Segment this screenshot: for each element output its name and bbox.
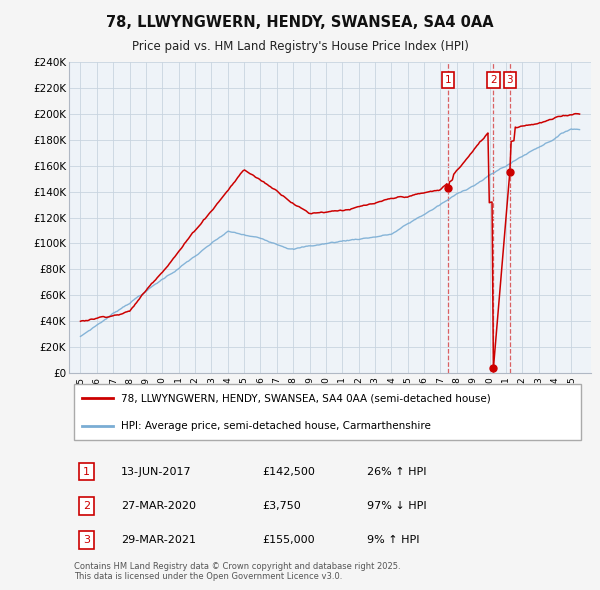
Text: 27-MAR-2020: 27-MAR-2020 [121,501,196,511]
Text: 97% ↓ HPI: 97% ↓ HPI [367,501,426,511]
Text: 29-MAR-2021: 29-MAR-2021 [121,535,196,545]
Text: Contains HM Land Registry data © Crown copyright and database right 2025.: Contains HM Land Registry data © Crown c… [74,562,401,571]
Text: This data is licensed under the Open Government Licence v3.0.: This data is licensed under the Open Gov… [74,572,343,581]
Text: 26% ↑ HPI: 26% ↑ HPI [367,467,426,477]
Text: 1: 1 [445,75,451,85]
Text: 1: 1 [83,467,90,477]
Text: Price paid vs. HM Land Registry's House Price Index (HPI): Price paid vs. HM Land Registry's House … [131,40,469,53]
Text: 2: 2 [490,75,497,85]
Text: 9% ↑ HPI: 9% ↑ HPI [367,535,419,545]
Text: 3: 3 [83,535,90,545]
Text: 13-JUN-2017: 13-JUN-2017 [121,467,192,477]
Text: 3: 3 [506,75,513,85]
FancyBboxPatch shape [74,384,581,441]
Text: 78, LLWYNGWERN, HENDY, SWANSEA, SA4 0AA (semi-detached house): 78, LLWYNGWERN, HENDY, SWANSEA, SA4 0AA … [121,393,491,403]
Text: £155,000: £155,000 [262,535,315,545]
Text: 78, LLWYNGWERN, HENDY, SWANSEA, SA4 0AA: 78, LLWYNGWERN, HENDY, SWANSEA, SA4 0AA [106,15,494,30]
Text: £142,500: £142,500 [262,467,315,477]
Text: £3,750: £3,750 [262,501,301,511]
Text: 2: 2 [83,501,90,511]
Text: HPI: Average price, semi-detached house, Carmarthenshire: HPI: Average price, semi-detached house,… [121,421,431,431]
